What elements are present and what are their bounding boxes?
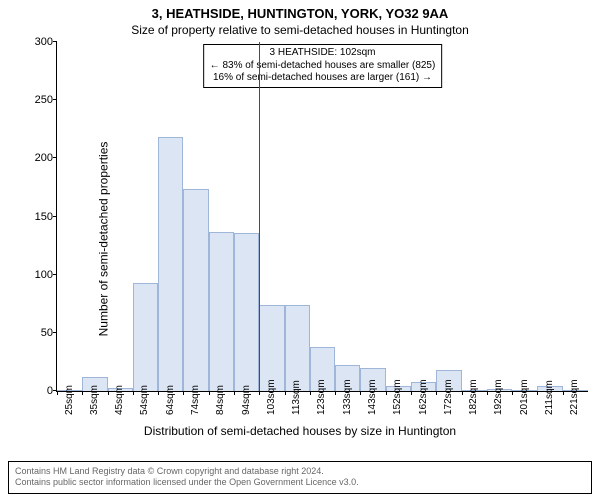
x-tick-label: 54sqm [139, 385, 150, 415]
x-tick-mark [108, 391, 109, 395]
x-tick-label: 152sqm [392, 379, 403, 415]
x-tick-mark [285, 391, 286, 395]
x-tick-mark [183, 391, 184, 395]
x-tick-mark [487, 391, 488, 395]
x-tick-mark [234, 391, 235, 395]
bar-slot: 94sqm [234, 42, 259, 391]
x-tick-mark [436, 391, 437, 395]
bar-slot: 162sqm [411, 42, 436, 391]
bar-slot: 64sqm [158, 42, 183, 391]
bar-slot: 113sqm [285, 42, 310, 391]
histogram-bar [209, 232, 234, 391]
bar-slot: 172sqm [436, 42, 461, 391]
x-tick-label: 113sqm [291, 380, 302, 415]
reference-line [259, 42, 260, 391]
x-tick-label: 45sqm [114, 385, 125, 415]
x-tick-mark [462, 391, 463, 395]
x-tick-label: 94sqm [241, 385, 252, 415]
x-tick-mark [133, 391, 134, 395]
x-tick-mark [360, 391, 361, 395]
bar-slot: 25sqm [57, 42, 82, 391]
bar-slot: 74sqm [183, 42, 208, 391]
attribution-footer: Contains HM Land Registry data © Crown c… [8, 461, 592, 494]
x-tick-mark [209, 391, 210, 395]
footer-line-1: Contains HM Land Registry data © Crown c… [15, 466, 585, 478]
x-tick-mark [512, 391, 513, 395]
x-tick-mark [386, 391, 387, 395]
x-tick-mark [335, 391, 336, 395]
y-tick-label: 0 [19, 385, 53, 397]
x-tick-label: 64sqm [165, 385, 176, 415]
plot-region: 25sqm35sqm45sqm54sqm64sqm74sqm84sqm94sqm… [56, 42, 588, 392]
x-tick-label: 182sqm [468, 379, 479, 415]
x-tick-mark [563, 391, 564, 395]
histogram-bar [183, 189, 208, 391]
x-tick-mark [411, 391, 412, 395]
bar-slot: 103sqm [259, 42, 284, 391]
x-tick-label: 123sqm [316, 379, 327, 415]
x-tick-mark [82, 391, 83, 395]
y-tick-label: 100 [19, 269, 53, 281]
histogram-bar [285, 305, 310, 391]
histogram-bar [259, 305, 284, 391]
y-tick-mark [53, 216, 57, 217]
bar-slot: 192sqm [487, 42, 512, 391]
x-tick-label: 211sqm [544, 380, 555, 415]
y-tick-mark [53, 274, 57, 275]
bar-slot: 211sqm [537, 42, 562, 391]
reference-annotation: 3 HEATHSIDE: 102sqm ← 83% of semi-detach… [203, 44, 443, 88]
bar-slot: 182sqm [462, 42, 487, 391]
histogram-bar [234, 233, 259, 391]
y-tick-label: 200 [19, 152, 53, 164]
annotation-title: 3 HEATHSIDE: 102sqm [210, 47, 436, 60]
bar-slot: 152sqm [386, 42, 411, 391]
annotation-larger: 16% of semi-detached houses are larger (… [210, 72, 436, 85]
x-tick-label: 103sqm [266, 379, 277, 415]
x-tick-label: 172sqm [443, 379, 454, 415]
y-tick-mark [53, 390, 57, 391]
bars-container: 25sqm35sqm45sqm54sqm64sqm74sqm84sqm94sqm… [57, 42, 588, 391]
x-tick-label: 143sqm [367, 379, 378, 415]
x-tick-label: 192sqm [493, 379, 504, 415]
bar-slot: 201sqm [512, 42, 537, 391]
bar-slot: 143sqm [360, 42, 385, 391]
bar-slot: 123sqm [310, 42, 335, 391]
bar-slot: 35sqm [82, 42, 107, 391]
y-tick-mark [53, 157, 57, 158]
x-axis-label: Distribution of semi-detached houses by … [0, 424, 600, 438]
bar-slot: 45sqm [108, 42, 133, 391]
bar-slot: 84sqm [209, 42, 234, 391]
y-tick-label: 250 [19, 94, 53, 106]
x-tick-mark [310, 391, 311, 395]
y-tick-label: 150 [19, 211, 53, 223]
x-tick-label: 221sqm [569, 379, 580, 415]
bar-slot: 133sqm [335, 42, 360, 391]
y-tick-mark [53, 99, 57, 100]
x-tick-label: 25sqm [64, 385, 75, 415]
footer-line-2: Contains public sector information licen… [15, 477, 585, 489]
chart-title: 3, HEATHSIDE, HUNTINGTON, YORK, YO32 9AA [0, 0, 600, 21]
x-tick-label: 133sqm [342, 379, 353, 415]
x-tick-mark [158, 391, 159, 395]
x-tick-mark [57, 391, 58, 395]
x-tick-label: 74sqm [190, 385, 201, 415]
x-tick-label: 84sqm [215, 385, 226, 415]
x-tick-label: 35sqm [89, 385, 100, 415]
chart-area: Number of semi-detached properties 25sqm… [0, 38, 600, 440]
annotation-smaller: ← 83% of semi-detached houses are smalle… [210, 60, 436, 73]
bar-slot: 221sqm [563, 42, 588, 391]
y-tick-label: 300 [19, 36, 53, 48]
x-tick-mark [537, 391, 538, 395]
histogram-bar [133, 283, 158, 391]
chart-subtitle: Size of property relative to semi-detach… [0, 21, 600, 37]
y-tick-mark [53, 332, 57, 333]
y-tick-mark [53, 41, 57, 42]
histogram-bar [158, 137, 183, 391]
y-tick-label: 50 [19, 327, 53, 339]
x-tick-label: 201sqm [519, 379, 530, 415]
x-tick-label: 162sqm [418, 379, 429, 415]
x-tick-mark [259, 391, 260, 395]
bar-slot: 54sqm [133, 42, 158, 391]
